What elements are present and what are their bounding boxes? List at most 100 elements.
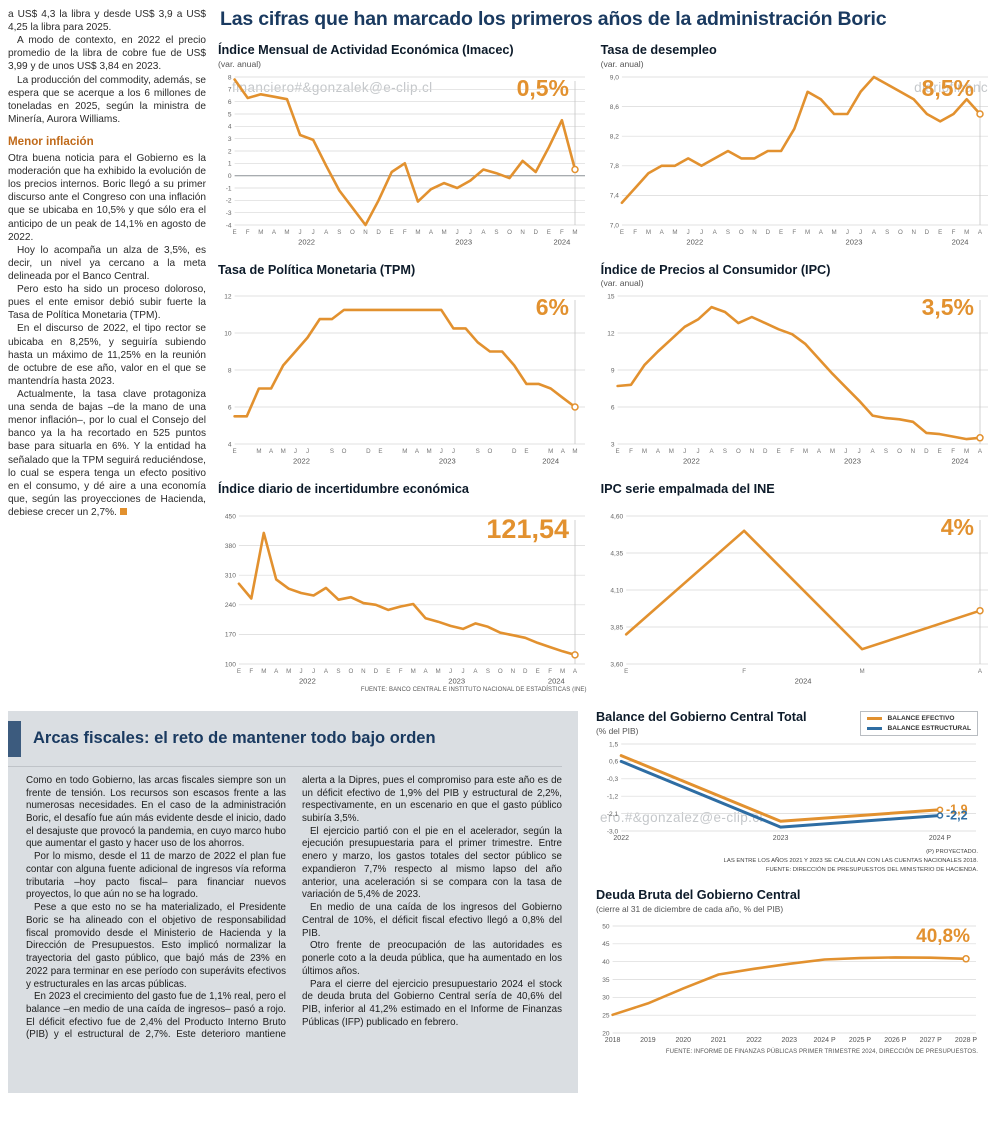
svg-text:E: E [776,448,780,455]
svg-text:O: O [898,229,903,236]
svg-text:M: M [964,229,969,236]
series-line [237,531,577,656]
svg-text:2024: 2024 [553,237,570,246]
article-paragraph: Otra buena noticia para el Gobierno es l… [8,153,206,243]
svg-text:J: J [845,229,848,236]
chart-title: Tasa de Política Monetaria (TPM) [218,262,416,277]
svg-text:A: A [415,448,420,455]
footnote: (P) PROYECTADO. [926,848,978,855]
bottom-section: Arcas fiscales: el reto de mantener todo… [0,710,988,1093]
svg-text:2024 P: 2024 P [814,1037,837,1044]
svg-text:M: M [415,229,420,236]
svg-text:M: M [442,229,447,236]
svg-text:A: A [712,229,717,236]
svg-text:2: 2 [228,148,232,155]
svg-text:A: A [324,229,329,236]
bottom-charts: Balance del Gobierno Central Total (% de… [596,710,978,1093]
tpm-line-chart: 12 10 8 6 4 E M A M J J S O D E M A M J J S O D E M A M 2022 2023 202… [218,290,587,466]
svg-text:J: J [312,229,315,236]
svg-text:-3: -3 [226,210,232,217]
article-paragraph: Hoy lo acompaña un alza de 3,5%, es deci… [8,244,206,283]
value-label: 6% [536,294,569,320]
line-chart-svg: 9,08,68,27,87,47,0E F M A M J J A S O N D E F M A M J J A S O… [609,74,988,246]
series-line [233,77,577,226]
value-label: 3,5% [921,294,973,320]
svg-text:O: O [342,448,347,455]
svg-text:45: 45 [602,941,610,948]
svg-text:S: S [486,668,490,675]
svg-text:2025 P: 2025 P [849,1037,872,1044]
fiscal-paragraph: El ejercicio partió con el pie en el ace… [302,825,562,901]
svg-text:2022: 2022 [613,835,629,842]
svg-text:2023: 2023 [782,1037,798,1044]
svg-text:N: N [749,448,753,455]
svg-text:S: S [885,229,889,236]
svg-text:E: E [237,668,241,675]
footnote: FUENTE: DIRECCIÓN DE PRESUPUESTOS DEL MI… [765,867,978,874]
fiscal-text: Como en todo Gobierno, las arcas fiscale… [8,775,578,1042]
svg-text:J: J [299,229,302,236]
efectivo-swatch-icon [867,716,883,720]
article-paragraph: A modo de contexto, en 2022 el precio pr… [8,35,206,73]
svg-text:2021: 2021 [711,1037,727,1044]
svg-text:F: F [629,448,633,455]
svg-text:-3,0: -3,0 [607,828,619,835]
svg-text:8,2: 8,2 [609,133,618,140]
fiscal-paragraph: En 2023 el crecimiento del gasto fue de … [26,774,562,1041]
svg-text:2024 P: 2024 P [929,835,952,842]
svg-text:1: 1 [228,160,232,167]
article-paragraph: La producción del commodity, además, se … [8,74,206,125]
header-accent-bar [8,720,21,757]
svg-text:A: A [561,448,566,455]
svg-text:2024: 2024 [951,237,968,246]
fiscal-title: Arcas fiscales: el reto de mantener todo… [33,729,436,748]
value-label: 8,5% [921,75,973,101]
svg-text:40: 40 [602,959,610,966]
svg-text:O: O [348,668,353,675]
svg-text:8: 8 [228,367,232,374]
svg-text:A: A [870,448,875,455]
svg-text:100: 100 [225,661,236,668]
svg-text:7,0: 7,0 [609,222,618,229]
end-marker [975,434,984,442]
chart-subtitle [218,278,587,290]
svg-text:-1,2: -1,2 [607,793,619,800]
chart-card-tpm: Tasa de Política Monetaria (TPM) 12 10 8 6 4… [218,263,587,467]
fiscal-paragraph: Para el cierre del ejercicio presupuesta… [302,978,562,1028]
svg-text:F: F [560,229,564,236]
svg-text:D: D [533,229,538,236]
svg-text:5: 5 [228,111,232,118]
series-end-label: -1,9 [946,802,968,816]
svg-text:S: S [337,229,341,236]
ipc-line-chart: 15 12 9 6 3 E F M A M J J A S O N D E F M A M J J A S O N D E F M A 2022 2… [601,290,988,466]
fiscal-paragraph: En medio de una caída de los ingresos de… [302,902,562,939]
svg-text:2022: 2022 [298,237,315,246]
svg-text:M: M [436,668,441,675]
svg-text:30: 30 [602,995,610,1002]
svg-text:2023: 2023 [773,835,789,842]
svg-text:F: F [249,668,253,675]
svg-text:O: O [507,229,512,236]
svg-text:E: E [378,448,382,455]
end-marker [975,109,984,118]
svg-text:7,8: 7,8 [609,163,618,170]
svg-text:2022: 2022 [299,676,316,685]
svg-text:A: A [871,229,876,236]
svg-text:N: N [910,448,914,455]
svg-text:6: 6 [228,404,232,411]
series-line [619,759,942,829]
svg-text:2022: 2022 [683,457,700,466]
fiscal-box: Arcas fiscales: el reto de mantener todo… [8,710,578,1093]
svg-text:F: F [399,668,403,675]
svg-text:E: E [779,229,783,236]
svg-text:J: J [440,448,443,455]
svg-text:A: A [481,229,486,236]
incertidumbre-line-chart: 450 380 310 240 170 100 E F M A M J J A S O N D E F M A M J J A S O… [218,510,587,686]
svg-text:F: F [792,229,796,236]
fiscal-header: Arcas fiscales: el reto de mantener todo… [8,720,562,767]
chart-subtitle: (% del PIB) [596,725,639,736]
svg-text:3: 3 [228,136,232,143]
